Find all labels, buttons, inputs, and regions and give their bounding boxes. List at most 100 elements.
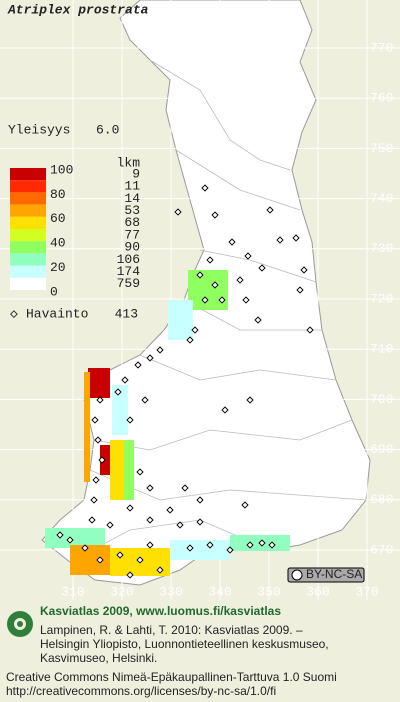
observation-point [244,252,252,260]
east-label: 370 [355,584,378,599]
frequency-label: Yleisyys [8,122,70,137]
legend-scale: 100 [50,162,73,177]
observation-point [91,416,99,424]
observation-point [186,336,194,344]
license-badge-text: BY-NC-SA [306,567,362,581]
legend-scale: 60 [50,211,66,226]
legend-count: 759 [117,276,140,291]
observation-point [221,406,229,414]
legend-swatch [10,216,46,229]
legend-swatch [10,229,46,242]
observation-point [242,296,250,304]
east-label: 340 [208,584,231,599]
observation-point [300,266,308,274]
observation-point [268,541,276,549]
observation-point [176,521,184,529]
east-label: 360 [306,584,329,599]
observation-point [218,296,226,304]
legend-scale: 20 [50,260,66,275]
north-label: 770 [370,40,393,55]
north-label: 710 [370,342,393,357]
observations-count: 413 [115,306,138,321]
legend-count: 77 [124,227,140,242]
license-badge [287,567,365,583]
species-title: Atriplex prostrata [7,2,149,17]
citation-line: Lampinen, R. & Lahti, T. 2010: Kasviatla… [40,623,303,637]
observation-point [226,546,234,554]
observation-point [88,516,96,524]
legend-swatch [10,180,46,193]
north-label: 700 [370,392,393,407]
observation-point [292,234,300,242]
observation-point [136,468,144,476]
observation-points [56,184,314,579]
east-label: 310 [61,584,84,599]
legend-scale: 40 [50,236,66,251]
cell [70,545,110,575]
north-label: 720 [370,291,393,306]
cell [188,270,228,310]
legend-count: 11 [124,179,140,194]
legend-swatch [10,253,46,266]
observation-point [166,506,174,514]
observation-point [98,456,106,464]
observation-point [96,396,104,404]
observation-point [126,416,134,424]
diamond-symbol: ◇ [10,306,18,321]
observation-point [236,276,244,284]
observation-point [181,484,189,492]
legend-count: 68 [124,215,140,230]
observation-point [296,286,304,294]
legend-count: 90 [124,240,140,255]
observation-point [146,516,154,524]
license-line: Creative Commons Nimeä-Epäkaupallinen-Ta… [6,670,337,684]
cell [112,385,128,435]
north-label: 760 [370,91,393,106]
grid [0,0,400,600]
legend-count: 106 [117,252,140,267]
observation-point [196,271,204,279]
observation-point [146,541,154,549]
legend-scale: 0 [50,284,58,299]
observation-point [121,376,129,384]
observation-point [201,296,209,304]
observation-point [114,388,122,396]
observation-point [258,539,266,547]
north-label: 730 [370,241,393,256]
observation-point [206,541,214,549]
observation-point [254,316,262,324]
logo [7,611,33,637]
north-label: 740 [370,191,393,206]
observation-point [141,396,149,404]
observation-point [90,496,98,504]
observation-point [206,256,214,264]
observation-point [94,436,102,444]
legend-swatch [10,277,46,290]
north-label: 680 [370,492,393,507]
north-label: 670 [370,542,393,557]
legend-count: 53 [124,203,140,218]
citation-line: Kasvimuseo, Helsinki. [40,651,157,665]
footer-title: Kasviatlas 2009, www.luomus.fi/kasviatla… [40,604,281,618]
observation-point [196,496,204,504]
cell [124,440,134,500]
observation-point [211,281,219,289]
observation-point [92,476,100,484]
legend-scale: 80 [50,187,66,202]
observation-point [56,531,64,539]
east-label: 350 [257,584,280,599]
legend-swatch [10,265,46,278]
observation-point [156,346,164,354]
legend-swatch [10,241,46,254]
legend-count: 14 [124,191,140,206]
north-label: 690 [370,442,393,457]
legend-swatch [10,192,46,205]
cell [84,372,90,482]
observation-point [211,211,219,219]
cell [100,445,112,475]
legend-count: 9 [132,166,140,181]
license-line: http://creativecommons.org/licenses/by-n… [6,684,276,698]
count-header: lkm [117,155,141,170]
observation-point [106,521,114,529]
